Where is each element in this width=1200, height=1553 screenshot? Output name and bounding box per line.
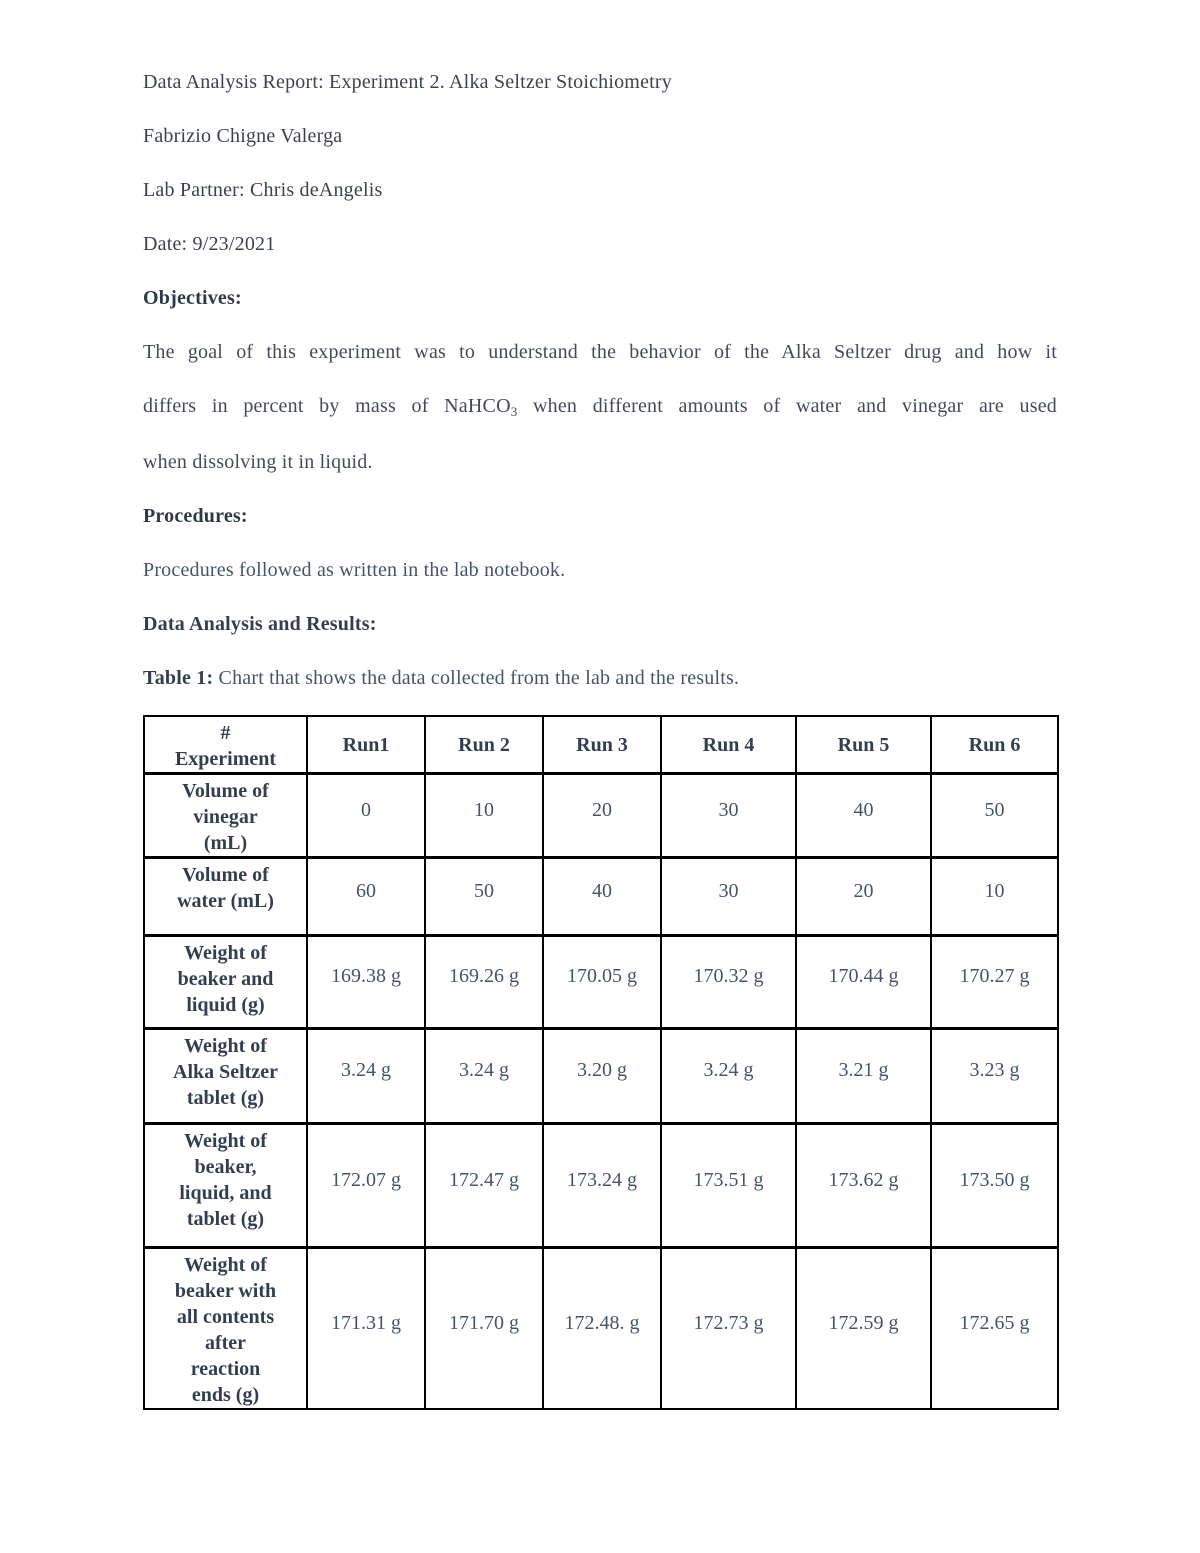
row-label-beaker-liquid: Weight of beaker and liquid (g) [143, 934, 308, 1030]
document-page: Data Analysis Report: Experiment 2. Alka… [143, 71, 1059, 1410]
vinegar-run-5: 40 [795, 772, 932, 859]
beaker-liquid-tablet-run-3: 173.24 g [542, 1122, 662, 1249]
beaker-liquid-run-3: 170.05 g [542, 934, 662, 1030]
after-reaction-run-4: 172.73 g [660, 1246, 797, 1410]
beaker-liquid-run-1: 169.38 g [306, 934, 426, 1030]
beaker-liquid-run-6: 170.27 g [930, 934, 1059, 1030]
tablet-run-2: 3.24 g [424, 1027, 544, 1125]
chemical-subscript: 3 [510, 404, 518, 419]
column-header-run-2: Run 2 [424, 715, 544, 775]
date-line: Date: 9/23/2021 [143, 233, 276, 255]
column-header-run-3: Run 3 [542, 715, 662, 775]
vinegar-run-1: 0 [306, 772, 426, 859]
column-header-run-5: Run 5 [795, 715, 932, 775]
beaker-liquid-tablet-run-6: 173.50 g [930, 1122, 1059, 1249]
water-run-3: 40 [542, 856, 662, 937]
vinegar-run-4: 30 [660, 772, 797, 859]
vinegar-run-2: 10 [424, 772, 544, 859]
table-caption: Table 1: Chart that shows the data colle… [143, 651, 1057, 705]
table-row-water-volume: Volume of water (mL) 60 50 40 30 20 10 [143, 856, 1059, 937]
table-caption-text: Chart that shows the data collected from… [213, 667, 740, 689]
row-label-tablet: Weight of Alka Seltzer tablet (g) [143, 1027, 308, 1125]
results-heading: Data Analysis and Results: [143, 613, 377, 635]
row-label-water: Volume of water (mL) [143, 856, 308, 937]
tablet-run-3: 3.20 g [542, 1027, 662, 1125]
table-row-vinegar-volume: Volume of vinegar (mL) 0 10 20 30 40 50 [143, 772, 1059, 859]
after-reaction-run-2: 171.70 g [424, 1246, 544, 1410]
data-table: # Experiment Run1 Run 2 Run 3 Run 4 Run … [143, 715, 1059, 1410]
objectives-heading: Objectives: [143, 287, 242, 309]
beaker-liquid-tablet-run-1: 172.07 g [306, 1122, 426, 1249]
objectives-line-2: differs in percent by mass of NaHCO3 whe… [143, 379, 1057, 435]
column-header-run-1: Run1 [306, 715, 426, 775]
table-header-row: # Experiment Run1 Run 2 Run 3 Run 4 Run … [143, 715, 1059, 775]
column-header-run-6: Run 6 [930, 715, 1059, 775]
water-run-2: 50 [424, 856, 544, 937]
column-header-run-4: Run 4 [660, 715, 797, 775]
vinegar-run-6: 50 [930, 772, 1059, 859]
tablet-run-1: 3.24 g [306, 1027, 426, 1125]
water-run-6: 10 [930, 856, 1059, 937]
beaker-liquid-tablet-run-4: 173.51 g [660, 1122, 797, 1249]
beaker-liquid-run-4: 170.32 g [660, 934, 797, 1030]
water-run-5: 20 [795, 856, 932, 937]
beaker-liquid-run-5: 170.44 g [795, 934, 932, 1030]
tablet-run-5: 3.21 g [795, 1027, 932, 1125]
procedures-heading: Procedures: [143, 505, 248, 527]
author-line: Fabrizio Chigne Valerga [143, 125, 343, 147]
objectives-line-3: when dissolving it in liquid. [143, 451, 373, 473]
vinegar-run-3: 20 [542, 772, 662, 859]
table-row-beaker-liquid-tablet-weight: Weight of beaker, liquid, and tablet (g)… [143, 1122, 1059, 1249]
objectives-paragraph: The goal of this experiment was to under… [143, 325, 1057, 489]
table-caption-label: Table 1: [143, 667, 214, 689]
beaker-liquid-tablet-run-2: 172.47 g [424, 1122, 544, 1249]
tablet-run-6: 3.23 g [930, 1027, 1059, 1125]
row-label-vinegar: Volume of vinegar (mL) [143, 772, 308, 859]
table-row-beaker-liquid-weight: Weight of beaker and liquid (g) 169.38 g… [143, 934, 1059, 1030]
row-label-after-reaction: Weight of beaker with all contents after… [143, 1246, 308, 1410]
tablet-run-4: 3.24 g [660, 1027, 797, 1125]
procedures-body: Procedures followed as written in the la… [143, 559, 566, 581]
table-row-tablet-weight: Weight of Alka Seltzer tablet (g) 3.24 g… [143, 1027, 1059, 1125]
row-label-beaker-liquid-tablet: Weight of beaker, liquid, and tablet (g) [143, 1122, 308, 1249]
after-reaction-run-1: 171.31 g [306, 1246, 426, 1410]
objectives-line-1: The goal of this experiment was to under… [143, 341, 1057, 363]
water-run-4: 30 [660, 856, 797, 937]
table-row-after-reaction-weight: Weight of beaker with all contents after… [143, 1246, 1059, 1410]
doc-title: Data Analysis Report: Experiment 2. Alka… [143, 71, 672, 93]
corner-header-cell: # Experiment [143, 715, 308, 775]
lab-partner-line: Lab Partner: Chris deAngelis [143, 179, 383, 201]
objectives-line-2-pre: differs in percent by mass of NaHCO [143, 395, 511, 417]
after-reaction-run-3: 172.48. g [542, 1246, 662, 1410]
objectives-line-2-post: when different amounts of water and vine… [517, 395, 1057, 417]
beaker-liquid-run-2: 169.26 g [424, 934, 544, 1030]
beaker-liquid-tablet-run-5: 173.62 g [795, 1122, 932, 1249]
after-reaction-run-5: 172.59 g [795, 1246, 932, 1410]
water-run-1: 60 [306, 856, 426, 937]
after-reaction-run-6: 172.65 g [930, 1246, 1059, 1410]
